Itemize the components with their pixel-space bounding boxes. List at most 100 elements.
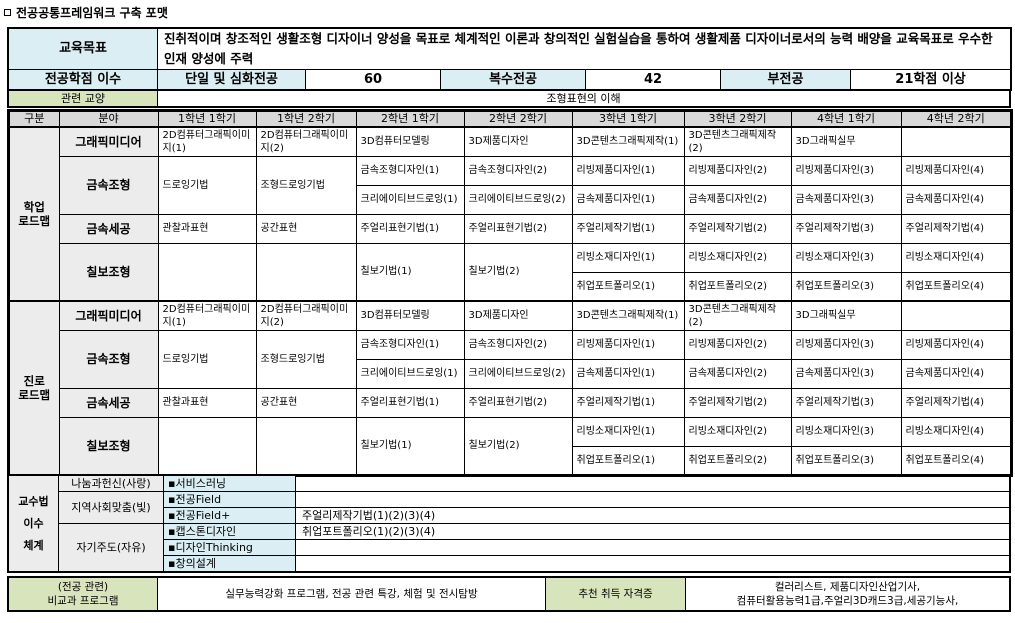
teaching-category: 나눔과헌신(사랑)	[58, 475, 164, 492]
course-cell: 주얼리제작기법(3)	[790, 387, 902, 418]
course-cell: 리빙소재디자인(3)	[790, 242, 902, 273]
course-cell	[255, 242, 357, 302]
table-row: 칠보조형 칠보기법(1) 칠보기법(2) 리빙소재디자인(1) 리빙소재디자인(2) 리빙…	[9, 416, 1012, 476]
field-name: 칠보조형	[58, 242, 159, 302]
course-cell	[900, 300, 1012, 331]
teaching-category: 지역사회맞춤(빛)	[58, 491, 164, 524]
header-cell: 2학년 2학기	[463, 110, 573, 128]
course-cell: 주얼리제작기법(1)	[571, 387, 685, 418]
course-cell: 칠보기법(2)	[463, 416, 573, 476]
single-major-value: 60	[305, 69, 441, 90]
course-cell: 칠보기법(1)	[355, 242, 465, 302]
table-row: 교수법 이수 체계 나눔과헌신(사랑) ▪서비스러닝	[8, 475, 1010, 572]
table-row: 금속조형 드로잉기법 조형드로잉기법 금속조형디자인(1) 금속조형디자인(2) 리빙제품…	[9, 329, 1012, 389]
certificates-line2: 컴퓨터활용능력1급,주얼리3D캐드3급,세공기능사,	[736, 595, 959, 607]
header-cell: 분야	[58, 110, 159, 128]
course-cell: 2D컴퓨터그래픽이미지(2)	[255, 300, 357, 331]
course-cell: 주얼리제작기법(2)	[683, 213, 792, 244]
course-cell: 주얼리표현기법(2)	[463, 387, 573, 418]
teaching-item-value	[295, 475, 1010, 492]
course-cell: 리빙소재디자인(4)	[900, 416, 1012, 447]
teaching-item: ▪전공Field	[163, 491, 296, 508]
course-cell: 리빙제품디자인(3)	[790, 329, 902, 360]
roadmap-label: 학업 로드맵	[8, 126, 60, 302]
course-cell: 칠보기법(2)	[463, 242, 573, 302]
course-cell: 금속조형디자인(2)	[463, 155, 573, 186]
table-row: 학업 로드맵 그래픽미디어 2D컴퓨터그래픽이미지(1) 2D컴퓨터그래픽이미지(2)…	[8, 126, 1012, 302]
table-row: 크리에이티브드로잉(1) 크리에이티브드로잉(2) 금속제품디자인(1) 금속제품디자…	[9, 358, 1012, 389]
course-cell: 금속제품디자인(1)	[571, 358, 685, 389]
table-row: 자기주도(자유) ▪캡스톤디자인 취업포트폴리오(1)(2)(3)(4)	[9, 523, 1010, 572]
extracurricular-label-line2: 비교과 프로그램	[47, 595, 119, 607]
course-cell: 리빙소재디자인(1)	[571, 416, 685, 447]
table-row: 지역사회맞춤(빛) ▪전공Field	[9, 491, 1010, 524]
header-cell: 3학년 2학기	[683, 110, 792, 128]
course-cell: 금속제품디자인(3)	[790, 358, 902, 389]
course-cell: 3D콘텐츠그래픽제작(1)	[571, 300, 685, 331]
course-cell: 취업포트폴리오(3)	[790, 445, 902, 476]
teaching-item: ▪서비스러닝	[163, 475, 296, 492]
course-cell: 금속제품디자인(1)	[571, 184, 685, 215]
teaching-item-value	[295, 539, 1010, 556]
course-cell: 리빙소재디자인(2)	[683, 416, 792, 447]
field-name: 그래픽미디어	[58, 300, 159, 331]
minor-label: 부전공	[720, 69, 851, 90]
related-liberal-arts: 관련 교양 조형표현의 이해	[7, 89, 1011, 108]
table-row: ▪창의설계	[9, 555, 1010, 572]
course-cell: 취업포트폴리오(3)	[790, 271, 902, 302]
course-cell	[157, 242, 257, 302]
teaching-category: 자기주도(자유)	[58, 523, 164, 572]
course-cell: 주얼리제작기법(4)	[900, 387, 1012, 418]
single-major-label: 단일 및 심화전공	[157, 69, 306, 90]
goal-credits-table: 교육목표 진취적이며 창조적인 생활조형 디자이너 양성을 목표로 체계적인 이론…	[6, 27, 1013, 91]
page-title: 전공공통프레임워크 구축 포맷	[4, 4, 168, 21]
course-cell: 관찰과표현	[157, 387, 257, 418]
table-row: ▪디자인Thinking	[9, 539, 1010, 556]
teaching-item: ▪전공Field+	[163, 507, 296, 524]
course-cell: 크리에이티브드로잉(1)	[355, 358, 465, 389]
course-cell: 금속제품디자인(3)	[790, 184, 902, 215]
course-cell: 리빙제품디자인(2)	[683, 155, 792, 186]
extracurricular-label-line1: (전공 관련)	[57, 581, 109, 593]
goal-label: 교육목표	[8, 28, 158, 70]
course-cell	[157, 416, 257, 476]
minor-value: 21학점 이상	[849, 69, 1012, 90]
roadmap-label: 진로 로드맵	[8, 300, 60, 476]
teaching-item: ▪창의설계	[163, 555, 296, 572]
course-cell: 취업포트폴리오(2)	[683, 271, 792, 302]
course-cell: 주얼리표현기법(1)	[355, 387, 465, 418]
page-title-text: 전공공통프레임워크 구축 포맷	[16, 6, 168, 20]
related-value: 조형표현의 이해	[157, 90, 1010, 107]
course-cell: 취업포트폴리오(4)	[900, 271, 1012, 302]
table-row: 취업포트폴리오(1) 취업포트폴리오(2) 취업포트폴리오(3) 취업포트폴리오(4)	[9, 445, 1012, 476]
course-cell: 2D컴퓨터그래픽이미지(2)	[255, 126, 357, 157]
course-cell: 공간표현	[255, 213, 357, 244]
course-cell: 크리에이티브드로잉(1)	[355, 184, 465, 215]
course-cell: 취업포트폴리오(1)	[571, 271, 685, 302]
roadmap-section: 학업 로드맵 그래픽미디어 2D컴퓨터그래픽이미지(1) 2D컴퓨터그래픽이미지(2)…	[8, 126, 1012, 302]
course-cell: 금속조형디자인(1)	[355, 329, 465, 360]
table-row: 칠보조형 칠보기법(1) 칠보기법(2) 리빙소재디자인(1) 리빙소재디자인(2) 리빙…	[9, 242, 1012, 302]
course-cell: 금속제품디자인(4)	[900, 358, 1012, 389]
course-cell: 3D제품디자인	[463, 126, 573, 157]
course-cell: 주얼리제작기법(1)	[571, 213, 685, 244]
goal-text: 진취적이며 창조적인 생활조형 디자이너 양성을 목표로 체계적인 이론과 창의…	[156, 28, 1012, 70]
course-cell: 3D콘텐츠그래픽제작(2)	[683, 126, 792, 157]
header-cell: 1학년 2학기	[255, 110, 357, 128]
course-cell: 금속조형디자인(2)	[463, 329, 573, 360]
course-cell: 드로잉기법	[157, 155, 257, 215]
related-label: 관련 교양	[8, 90, 158, 107]
credits-label: 전공학점 이수	[8, 69, 158, 90]
teaching-item: ▪캡스톤디자인	[163, 523, 296, 540]
course-cell: 칠보기법(1)	[355, 416, 465, 476]
header-cell: 2학년 1학기	[355, 110, 465, 128]
course-cell: 크리에이티브드로잉(2)	[463, 184, 573, 215]
double-major-value: 42	[585, 69, 721, 90]
course-cell: 리빙소재디자인(4)	[900, 242, 1012, 273]
course-cell: 리빙소재디자인(3)	[790, 416, 902, 447]
teaching-item-value	[295, 555, 1010, 572]
header-cell: 구분	[8, 110, 60, 128]
table-row: 진로 로드맵 그래픽미디어 2D컴퓨터그래픽이미지(1) 2D컴퓨터그래픽이미지(2)…	[8, 300, 1012, 476]
course-cell: 드로잉기법	[157, 329, 257, 389]
teaching-item-value: 주얼리제작기법(1)(2)(3)(4)	[295, 507, 1010, 524]
